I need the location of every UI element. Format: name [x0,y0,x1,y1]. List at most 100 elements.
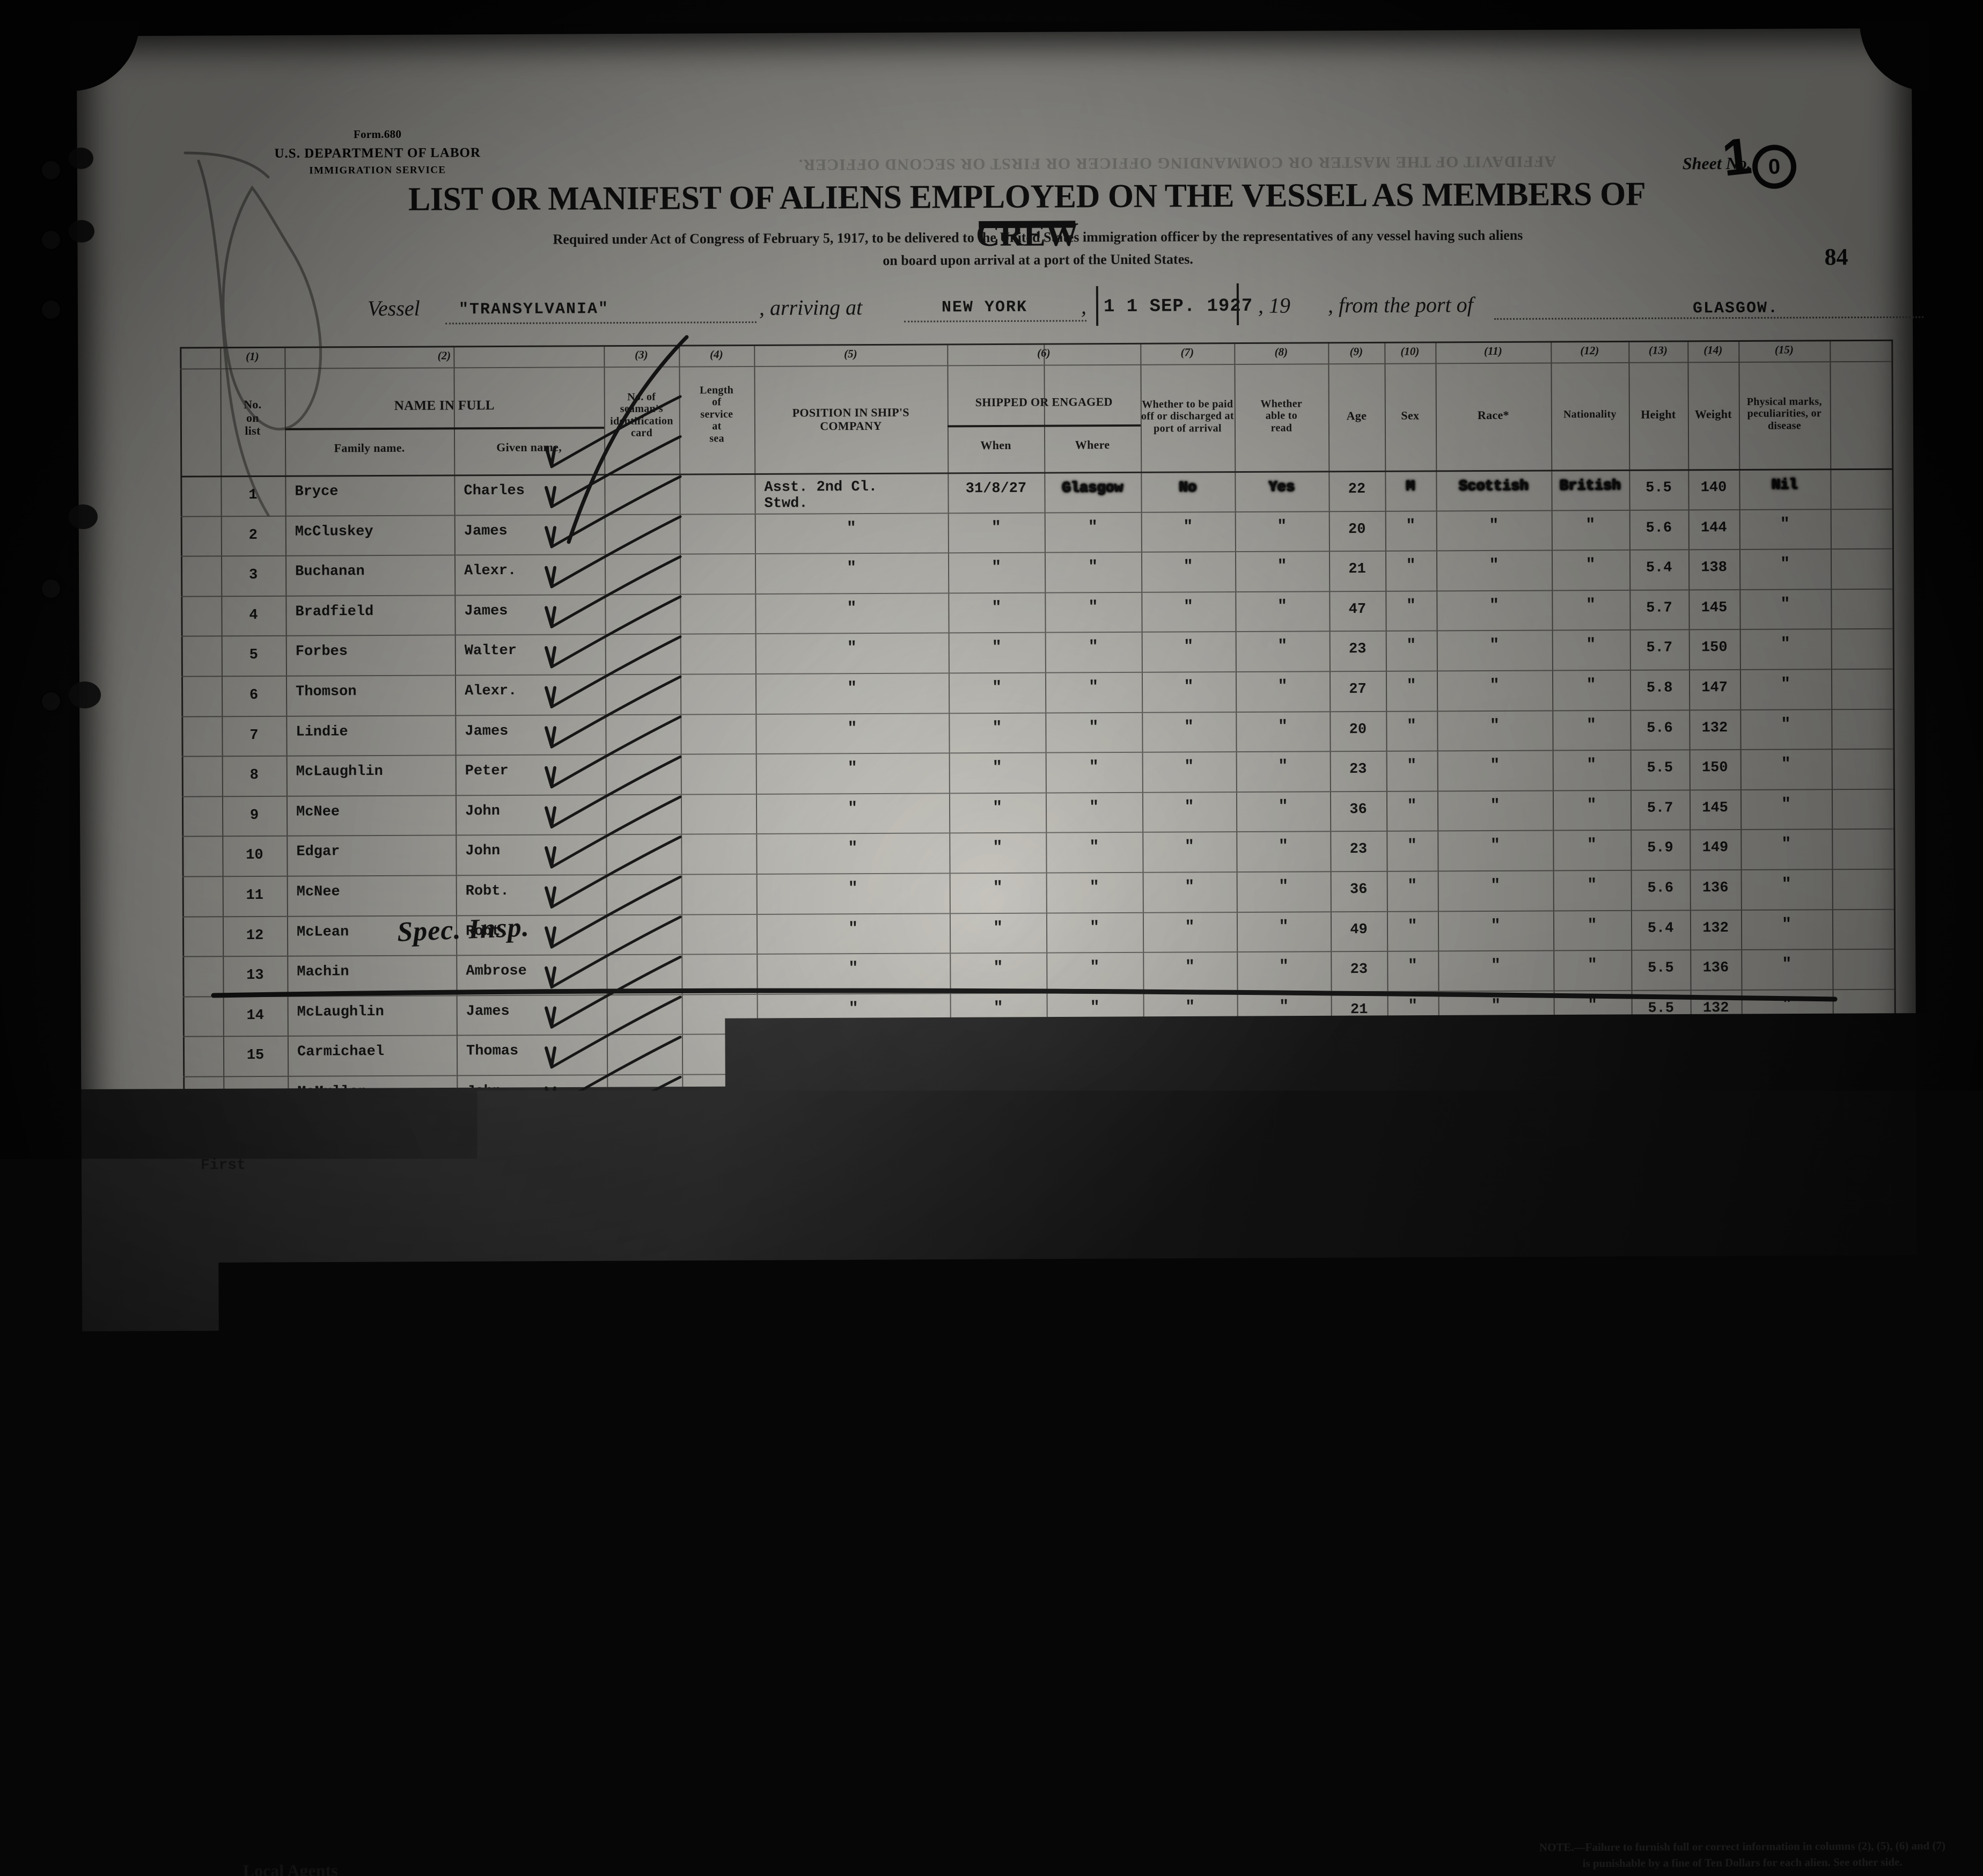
cell-weight: 138 [1688,560,1739,576]
cell-age: 33 [1334,1602,1390,1618]
cell-shipped-when: " [952,1599,1049,1618]
cell-height: 5.6 [1634,1521,1693,1537]
cell-position: " [759,1560,952,1579]
cell-age: 36 [1331,882,1387,898]
cell-physical-marks: " [1742,1196,1833,1214]
edge-ink-blot [69,504,98,529]
cell-paid-off: " [1143,998,1237,1017]
cell-paid-off: " [1144,1198,1238,1217]
cell-weight: 140 [1688,480,1739,496]
table-row-divider [182,869,1894,877]
cell-sex: " [1387,1077,1438,1095]
cell-sex: " [1390,1558,1441,1576]
cell-no-on-list: 24 [225,1408,289,1425]
cell-family-name: McCrorie [300,1645,370,1661]
cell-shipped-when: " [950,1039,1047,1058]
cell-physical-marks: " [1743,1396,1834,1415]
cell-nationality: " [1553,756,1631,775]
manifest-sheet: Form.680 U.S. DEPARTMENT OF LABOR IMMIGR… [77,28,1919,1823]
cell-race: " [1440,1477,1555,1496]
cell-nationality: " [1555,1437,1633,1455]
cell-no-on-list: 20 [224,1248,289,1264]
cell-paid-off: " [1141,598,1235,617]
cell-paid-off: " [1145,1398,1239,1417]
cell-nationality: " [1555,1316,1633,1335]
cell-height: 5.6 [1634,1641,1693,1657]
table-row-divider [181,708,1893,717]
cell-no-on-list: 19 [224,1208,288,1225]
cell-position-cont: Stwd. [765,496,808,512]
table-column-number: (15) [1738,343,1830,357]
cell-paid-off: " [1145,1599,1239,1617]
cell-no-on-list: 7 [222,727,286,744]
table-column-number: (8) [1234,345,1328,359]
cell-shipped-when: " [949,798,1046,817]
cell-height: 5.7 [1633,1441,1692,1457]
cell-sex: " [1387,917,1438,935]
cell-height: 5.7 [1630,640,1689,656]
column-header-able-to-read: Whether able to read [1235,398,1328,434]
column-header-name-in-full: NAME IN FULL [285,398,604,414]
cell-height: 5.8 [1633,1241,1692,1257]
cell-height: 5.6 [1633,1321,1692,1337]
cell-shipped-when: " [950,959,1046,978]
cell-physical-marks: " [1743,1276,1834,1294]
cell-nationality: " [1554,996,1632,1015]
cell-family-name: McLaughlin [296,764,383,780]
immigrant-inspector-label: Immigrant Inspector. [1088,1840,1205,1856]
cell-weight: 132 [1691,1000,1742,1016]
binder-hole [42,1186,60,1204]
cell-physical-marks: " [1743,1355,1834,1374]
table-row-divider [183,1149,1895,1157]
column-header-where: Where [1044,438,1141,452]
edge-ink-blot [69,681,101,708]
comma-separator: , [1081,294,1086,319]
cell-shipped-where: " [1046,958,1143,977]
cell-weight: 136 [1693,1601,1744,1617]
cell-height: 5.5 [1629,480,1688,496]
cell-shipped-where: " [1045,518,1141,537]
cell-age: 34 [1332,1122,1388,1138]
cell-nationality: " [1556,1557,1634,1575]
cell-position: " [755,599,948,618]
cell-able-to-read: " [1238,1318,1332,1337]
table-row-divider [182,749,1893,757]
cell-paid-off: " [1141,518,1235,537]
cell-sex: " [1385,597,1436,615]
cell-nationality: " [1556,1597,1634,1616]
cell-weight: 144 [1691,1120,1742,1137]
cell-nationality: " [1553,916,1631,935]
cell-shipped-when: " [948,559,1045,577]
table-row-divider [183,1109,1895,1117]
cell-nationality: " [1554,1156,1632,1175]
cell-able-to-read: " [1237,1038,1331,1057]
cell-shipped-when: " [950,1079,1047,1098]
cell-able-to-read: " [1236,677,1330,696]
cell-paid-off: " [1145,1519,1239,1537]
cell-nationality: " [1554,1197,1632,1215]
cell-given-name: James [466,1003,510,1020]
cell-no-on-list: 28 [225,1568,290,1585]
cell-weight: 147 [1689,680,1740,696]
cell-race: " [1439,1317,1555,1336]
cell-shipped-where: " [1047,1079,1143,1097]
cell-family-name: Degan [298,1124,341,1140]
table-row-divider [181,628,1893,637]
binder-hole [42,580,60,598]
cell-position: " [757,1039,950,1059]
cell-given-name: James [464,603,508,619]
cell-family-name: Honeyman [298,1164,368,1181]
cell-height: 5.5 [1631,961,1690,977]
cell-height: 5.6 [1630,720,1689,736]
cell-sex: " [1389,1358,1440,1376]
cell-family-name: Thomson [296,684,357,700]
cell-age: 62 [1333,1522,1390,1538]
cell-race: " [1437,757,1553,775]
cell-sex: " [1386,797,1437,815]
cell-no-on-list: 2 [221,527,285,544]
cell-physical-marks: " [1741,915,1832,934]
cell-paid-off: " [1144,1158,1238,1177]
cell-height: 5.7 [1629,600,1688,616]
cell-able-to-read: " [1236,757,1330,776]
cell-race: " [1436,596,1552,615]
